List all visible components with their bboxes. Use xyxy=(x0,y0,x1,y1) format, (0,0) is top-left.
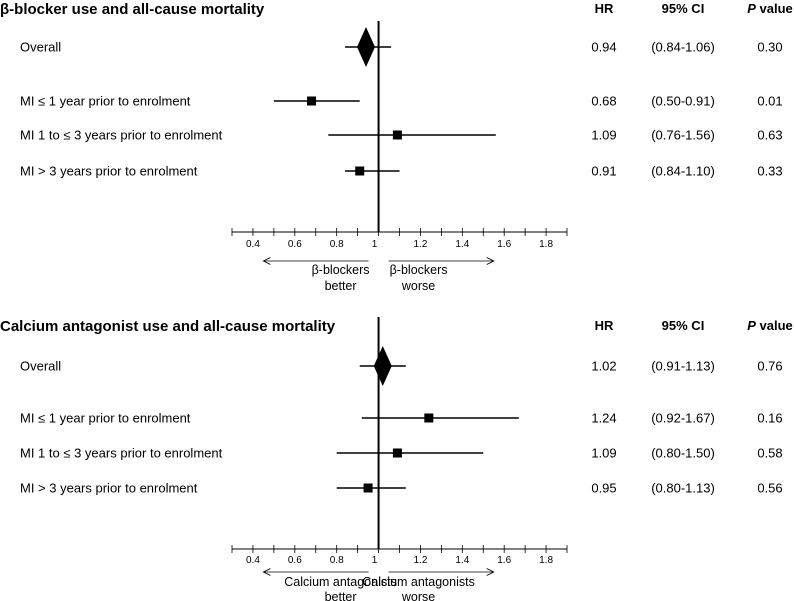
hr-column-header: HR xyxy=(595,1,614,16)
p-italic: P xyxy=(747,1,756,16)
point-estimate-square xyxy=(363,483,373,493)
hr-value: 1.02 xyxy=(591,359,616,374)
row-label: MI 1 to ≤ 3 years prior to enrolment xyxy=(20,128,223,143)
favours-right-label: worse xyxy=(401,590,435,601)
row-label: Overall xyxy=(20,40,61,55)
p-value: 0.58 xyxy=(757,446,782,461)
row-label: Overall xyxy=(20,359,61,374)
x-tick-label: 0.6 xyxy=(288,555,302,566)
x-tick-label: 1 xyxy=(372,239,378,250)
forest-row: MI > 3 years prior to enrolment 0.95 (0.80… xyxy=(20,481,783,496)
favours-right-label: Calcium antagonists xyxy=(362,575,475,589)
point-estimate-square xyxy=(424,413,434,423)
pooled-estimate-diamond xyxy=(373,346,392,386)
ci-value: (0.84-1.10) xyxy=(651,164,715,179)
p-value: 0.30 xyxy=(757,40,782,55)
point-estimate-square xyxy=(355,166,365,176)
ci-value: (0.92-1.67) xyxy=(651,411,715,426)
hr-value: 1.24 xyxy=(591,411,616,426)
panel-title: β-blocker use and all-cause mortality xyxy=(0,1,265,18)
row-label: MI ≤ 1 year prior to enrolment xyxy=(20,411,191,426)
x-tick-label: 0.8 xyxy=(330,239,344,250)
ci-value: (0.84-1.06) xyxy=(651,40,715,55)
p-value: 0.56 xyxy=(757,481,782,496)
x-tick-label: 1.2 xyxy=(413,239,427,250)
x-tick-label: 1.8 xyxy=(539,239,553,250)
ci-value: (0.80-1.50) xyxy=(651,446,715,461)
ci-column-header: 95% CI xyxy=(662,318,705,333)
p-value: 0.63 xyxy=(757,128,782,143)
point-estimate-square xyxy=(307,96,317,106)
hr-value: 0.95 xyxy=(591,481,616,496)
p-value: 0.76 xyxy=(757,359,782,374)
row-label: MI > 3 years prior to enrolment xyxy=(20,481,198,496)
p-italic: P xyxy=(747,318,756,333)
point-estimate-square xyxy=(392,448,402,458)
forest-row: MI ≤ 1 year prior to enrolment 1.24 (0.92-… xyxy=(20,411,783,426)
row-label: MI > 3 years prior to enrolment xyxy=(20,164,198,179)
forest-row: MI 1 to ≤ 3 years prior to enrolment 1.09… xyxy=(20,128,783,143)
x-tick-label: 1.6 xyxy=(497,239,511,250)
ci-value: (0.80-1.13) xyxy=(651,481,715,496)
hr-value: 0.91 xyxy=(591,164,616,179)
row-label: MI ≤ 1 year prior to enrolment xyxy=(20,94,191,109)
x-tick-label: 1 xyxy=(372,555,378,566)
forest-row: MI ≤ 1 year prior to enrolment 0.68 (0.50-… xyxy=(20,94,783,109)
p-value: 0.33 xyxy=(757,164,782,179)
hr-value: 1.09 xyxy=(591,128,616,143)
hr-value: 0.68 xyxy=(591,94,616,109)
pooled-estimate-diamond xyxy=(357,27,375,67)
ci-value: (0.91-1.13) xyxy=(651,359,715,374)
x-tick-label: 1.4 xyxy=(455,239,469,250)
x-tick-label: 0.4 xyxy=(246,239,260,250)
favours-right-label: β-blockers xyxy=(390,263,448,277)
x-tick-label: 0.6 xyxy=(288,239,302,250)
favours-left-label: better xyxy=(325,590,357,601)
row-label: MI 1 to ≤ 3 years prior to enrolment xyxy=(20,446,223,461)
forest-row: MI 1 to ≤ 3 years prior to enrolment 1.09… xyxy=(20,446,783,461)
p-value-column-header: P value xyxy=(747,1,793,16)
panel-title: Calcium antagonist use and all-cause mor… xyxy=(0,318,336,335)
x-tick-label: 1.8 xyxy=(539,555,553,566)
p-value: 0.16 xyxy=(757,411,782,426)
p-value: 0.01 xyxy=(757,94,782,109)
x-tick-label: 0.8 xyxy=(330,555,344,566)
x-tick-label: 1.4 xyxy=(455,555,469,566)
ci-value: (0.50-0.91) xyxy=(651,94,715,109)
p-suffix: value xyxy=(756,1,793,16)
x-tick-label: 0.4 xyxy=(246,555,260,566)
hr-column-header: HR xyxy=(595,318,614,333)
forest-row: Overall 1.02 (0.91-1.13) 0.76 xyxy=(20,346,783,386)
forest-panel-1: β-blocker use and all-cause mortality HR 9… xyxy=(0,1,793,293)
favours-left-label: better xyxy=(325,279,357,293)
ci-column-header: 95% CI xyxy=(662,1,705,16)
p-value-column-header: P value xyxy=(747,318,793,333)
x-tick-label: 1.6 xyxy=(497,555,511,566)
forest-row: Overall 0.94 (0.84-1.06) 0.30 xyxy=(20,27,783,67)
favours-left-label: β-blockers xyxy=(312,263,370,277)
forest-row: MI > 3 years prior to enrolment 0.91 (0.84… xyxy=(20,164,783,179)
point-estimate-square xyxy=(392,130,402,140)
forest-panel-2: Calcium antagonist use and all-cause mor… xyxy=(0,317,793,601)
hr-value: 0.94 xyxy=(591,40,616,55)
favours-right-label: worse xyxy=(401,279,435,293)
ci-value: (0.76-1.56) xyxy=(651,128,715,143)
hr-value: 1.09 xyxy=(591,446,616,461)
favours-left-label: Calcium antagonists xyxy=(284,575,397,589)
p-suffix: value xyxy=(756,318,793,333)
x-tick-label: 1.2 xyxy=(413,555,427,566)
